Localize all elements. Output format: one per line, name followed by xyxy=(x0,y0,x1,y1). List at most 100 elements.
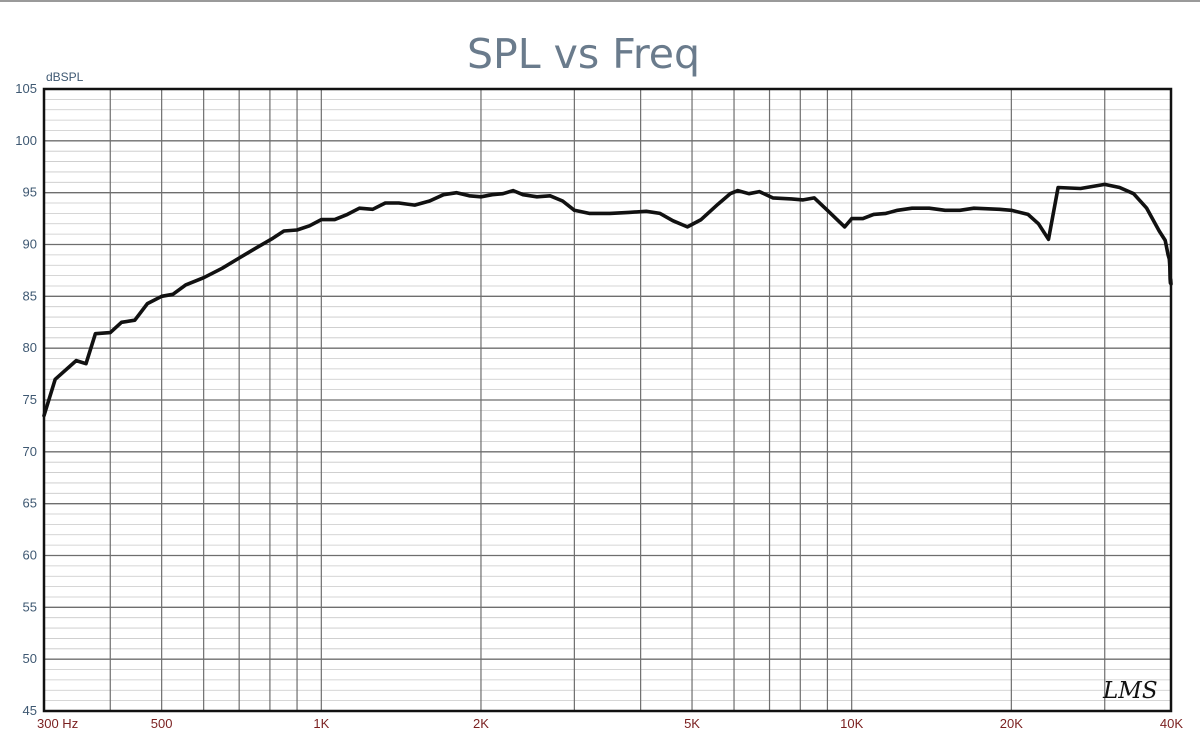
x-tick-label: 500 xyxy=(151,716,173,731)
x-axis-ticks: 300 Hz 500 1K 2K 5K 10K 20K 40K xyxy=(37,716,1183,731)
data-point xyxy=(959,209,961,212)
data-point xyxy=(272,237,274,240)
data-point xyxy=(1057,186,1059,189)
lms-logo: LMS xyxy=(1102,678,1158,704)
data-point xyxy=(700,218,702,221)
top-border-line xyxy=(0,0,1200,2)
data-point xyxy=(296,229,298,231)
chart-title: SPL vs Freq xyxy=(466,30,701,78)
data-point xyxy=(75,359,77,362)
data-point xyxy=(346,213,349,216)
data-point xyxy=(254,247,256,250)
data-point xyxy=(772,197,774,199)
data-point xyxy=(522,193,524,196)
data-point xyxy=(480,196,482,198)
data-point xyxy=(308,225,311,227)
data-point xyxy=(729,192,731,195)
y-tick-label: 70 xyxy=(23,444,37,459)
data-point xyxy=(928,207,930,209)
data-point xyxy=(109,331,112,334)
data-point xyxy=(1118,186,1121,189)
data-point xyxy=(442,193,445,196)
data-point xyxy=(1027,213,1029,216)
data-point xyxy=(512,189,514,192)
data-point xyxy=(455,191,458,194)
data-point xyxy=(120,321,123,324)
data-point xyxy=(371,208,374,211)
data-point xyxy=(94,332,97,335)
y-tick-label: 100 xyxy=(15,133,37,148)
data-point xyxy=(1079,187,1082,190)
y-tick-label: 65 xyxy=(23,496,37,511)
data-point xyxy=(536,196,538,198)
data-point xyxy=(1037,223,1040,225)
data-point xyxy=(320,218,323,221)
data-point xyxy=(944,209,946,212)
x-tick-label: 300 Hz xyxy=(37,716,78,731)
plot-frame xyxy=(42,87,1173,713)
data-point xyxy=(561,200,564,202)
data-point xyxy=(826,209,829,212)
data-point xyxy=(491,193,494,196)
y-axis-ticks: 105 100 95 90 85 80 75 70 65 60 55 50 45 xyxy=(15,81,37,718)
x-tick-label: 10K xyxy=(840,716,863,731)
data-point xyxy=(549,195,551,197)
data-point xyxy=(1103,183,1106,186)
data-point xyxy=(813,197,816,199)
grid-minor xyxy=(44,98,1171,702)
spl-response-line xyxy=(42,182,1173,418)
data-point xyxy=(843,226,846,228)
data-point xyxy=(398,202,400,204)
y-tick-label: 105 xyxy=(15,81,37,96)
data-point xyxy=(737,189,739,192)
data-point xyxy=(717,203,719,205)
data-point xyxy=(609,212,611,215)
data-point xyxy=(146,302,149,305)
data-point xyxy=(468,195,471,197)
data-point xyxy=(1169,278,1172,281)
x-tick-label: 1K xyxy=(313,716,329,731)
data-point xyxy=(862,217,864,220)
data-point xyxy=(573,209,576,212)
data-point xyxy=(628,211,630,214)
data-point xyxy=(659,212,661,215)
y-tick-label: 50 xyxy=(23,651,37,666)
data-point xyxy=(686,226,689,228)
data-point xyxy=(54,378,56,381)
data-point xyxy=(428,200,431,202)
data-point xyxy=(998,208,1001,211)
data-point xyxy=(1010,209,1013,212)
data-point xyxy=(1169,265,1171,268)
data-point xyxy=(184,284,187,286)
data-point xyxy=(758,190,761,193)
y-tick-label: 90 xyxy=(23,237,37,252)
data-points xyxy=(43,183,1172,417)
data-point xyxy=(202,276,205,279)
x-tick-label: 5K xyxy=(684,716,700,731)
data-point xyxy=(850,217,853,220)
data-point xyxy=(134,319,136,322)
y-tick-label: 95 xyxy=(23,185,37,200)
data-point xyxy=(645,210,648,213)
y-tick-label: 55 xyxy=(23,599,37,614)
data-point xyxy=(160,295,163,298)
x-tick-label: 40K xyxy=(1160,716,1183,731)
data-point xyxy=(1167,254,1169,256)
data-point xyxy=(896,209,899,212)
data-point xyxy=(502,192,504,195)
data-point xyxy=(1132,192,1135,195)
y-tick-label: 45 xyxy=(23,703,37,718)
data-point xyxy=(413,204,416,206)
data-point xyxy=(1158,230,1160,232)
x-tick-label: 20K xyxy=(1000,716,1023,731)
data-point xyxy=(588,212,590,215)
data-point xyxy=(358,207,361,209)
data-point xyxy=(973,207,975,209)
data-point xyxy=(384,202,387,204)
data-point xyxy=(790,198,793,200)
data-point xyxy=(1145,207,1148,209)
data-point xyxy=(238,257,240,259)
y-tick-label: 85 xyxy=(23,288,37,303)
y-tick-label: 75 xyxy=(23,392,37,407)
